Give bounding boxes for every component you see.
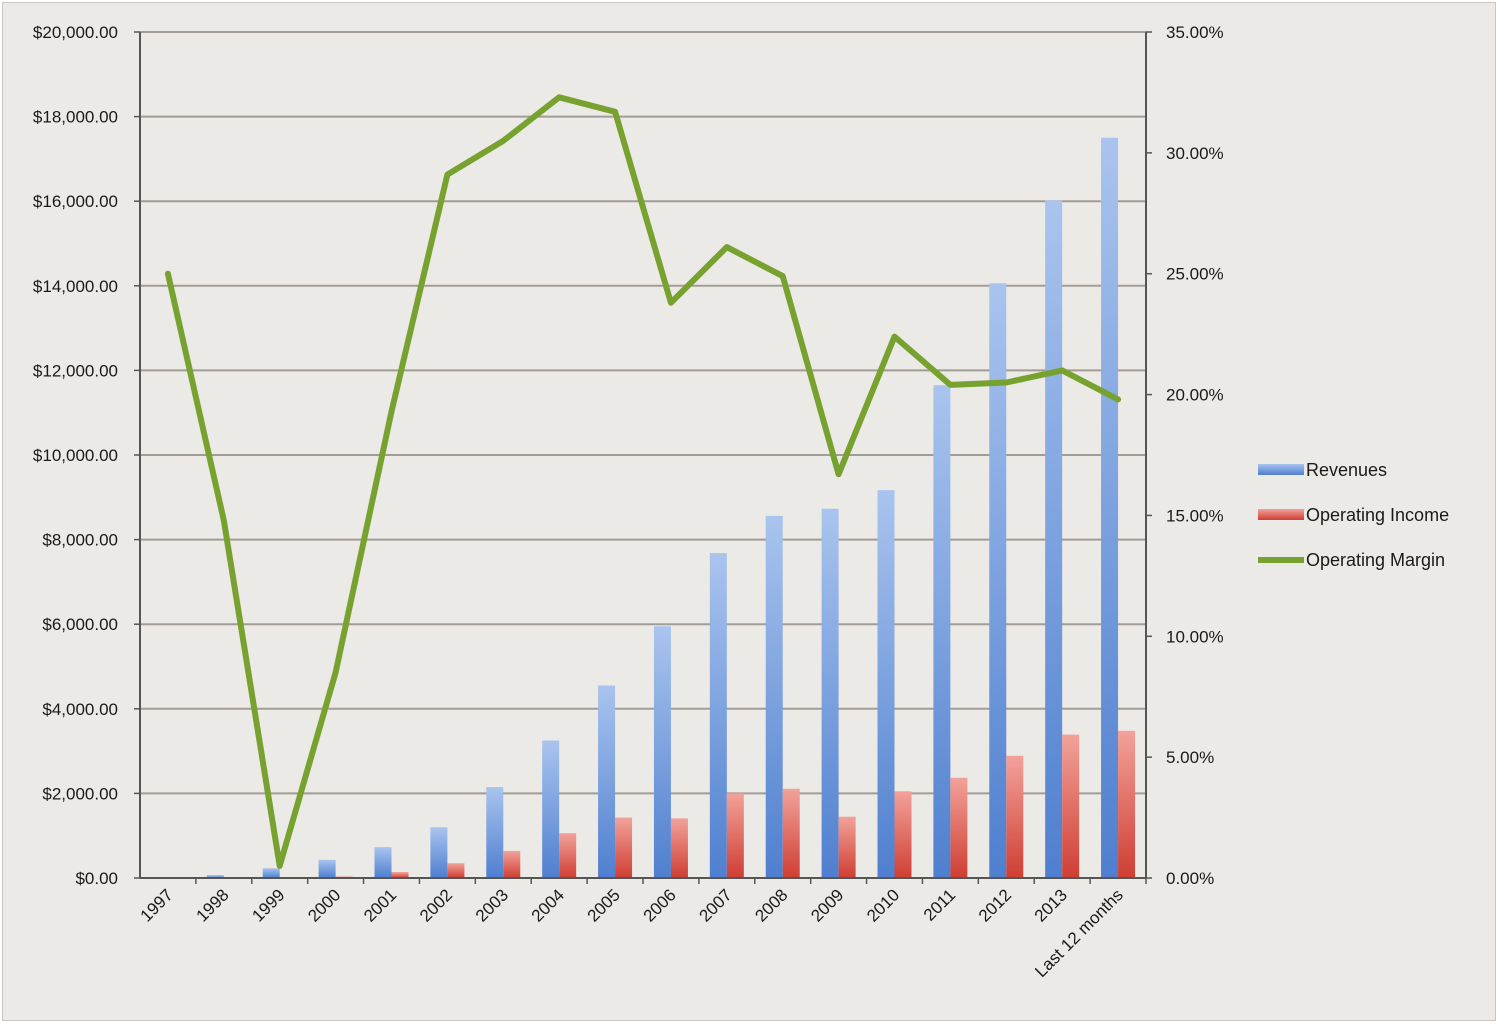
bar-revenues: [1101, 137, 1119, 878]
right-tick-label: 5.00%: [1166, 748, 1214, 767]
operating-margin-line: [164, 94, 1122, 869]
bar-revenues: [206, 875, 224, 878]
bar-operating-income: [1006, 755, 1024, 878]
bar-operating-income: [670, 818, 688, 878]
x-tick-label: 2002: [416, 885, 456, 925]
bar-operating-income: [559, 833, 577, 878]
left-axis-ticks: $0.00 $2,000.00 $4,000.00 $6,000.00 $8,000.0…: [33, 23, 140, 888]
bar-revenues: [765, 515, 783, 878]
bar-revenues: [374, 847, 392, 878]
x-tick-label: 2012: [975, 885, 1015, 925]
x-tick-label: 1999: [248, 885, 288, 925]
bar-operating-income: [782, 788, 800, 878]
bar-revenues: [542, 740, 560, 878]
bar-operating-income: [615, 817, 633, 878]
x-tick-label: 2006: [640, 885, 680, 925]
left-tick-label: $20,000.00: [33, 23, 118, 42]
x-tick-label: 2008: [751, 885, 791, 925]
bar-operating-income: [503, 850, 521, 878]
x-axis-ticks: 1997 1998 1999 2000 2001 2002 2003 2004 2005 2006…: [137, 878, 1147, 981]
bar-revenues: [821, 508, 839, 878]
legend: Revenues Operating Income Operating Margin: [1258, 460, 1449, 570]
x-tick-label: 2001: [360, 885, 400, 925]
x-tick-label: 2010: [863, 885, 903, 925]
right-tick-label: 25.00%: [1166, 265, 1224, 284]
x-tick-label: 1997: [137, 885, 177, 925]
bar-operating-income: [950, 777, 968, 878]
bar-operating-income: [391, 872, 409, 878]
right-tick-label: 30.00%: [1166, 144, 1224, 163]
left-tick-label: $2,000.00: [42, 784, 118, 803]
x-tick-label: 2009: [807, 885, 847, 925]
bar-operating-income: [1062, 734, 1080, 878]
bar-revenues: [933, 385, 951, 878]
right-tick-label: 0.00%: [1166, 869, 1214, 888]
bar-revenues: [598, 685, 616, 878]
right-tick-label: 10.00%: [1166, 627, 1224, 646]
bar-revenues: [318, 859, 336, 878]
right-axis-ticks: 0.00% 5.00% 10.00% 15.00% 20.00% 25.00% 30.00%…: [1146, 23, 1224, 888]
bar-operating-income: [894, 791, 912, 878]
bar-revenues: [877, 490, 895, 878]
gridlines: [140, 31, 1146, 795]
bar-operating-income: [447, 863, 465, 878]
right-tick-label: 20.00%: [1166, 386, 1224, 405]
x-tick-label: 1998: [192, 885, 232, 925]
legend-swatch: [1258, 509, 1304, 520]
bars-revenues: [150, 137, 1119, 879]
right-tick-label: 15.00%: [1166, 506, 1224, 525]
x-tick-label: 2000: [304, 885, 344, 925]
x-tick-label: 2005: [584, 885, 624, 925]
bar-revenues: [709, 553, 727, 878]
legend-label: Operating Income: [1306, 505, 1449, 525]
bar-operating-income: [726, 793, 744, 878]
x-tick-label: 2013: [1031, 885, 1071, 925]
bar-revenues: [430, 827, 448, 878]
bar-revenues: [989, 283, 1007, 879]
bar-revenues: [1045, 200, 1063, 878]
left-tick-label: $8,000.00: [42, 531, 118, 550]
left-tick-label: $6,000.00: [42, 615, 118, 634]
left-tick-label: $18,000.00: [33, 108, 118, 127]
bar-revenues: [653, 626, 671, 878]
left-tick-label: $16,000.00: [33, 192, 118, 211]
legend-swatch: [1258, 464, 1304, 475]
x-tick-label: 2007: [695, 885, 735, 925]
legend-label: Operating Margin: [1306, 550, 1445, 570]
x-tick-label: 2004: [528, 885, 568, 925]
left-tick-label: $4,000.00: [42, 700, 118, 719]
bar-revenues: [262, 868, 280, 878]
bar-operating-income: [838, 816, 856, 878]
left-tick-label: $0.00: [75, 869, 118, 888]
bars-operating-income: [167, 730, 1136, 879]
left-tick-label: $10,000.00: [33, 446, 118, 465]
bar-operating-income: [1118, 730, 1136, 878]
x-tick-label: 2003: [472, 885, 512, 925]
right-tick-label: 35.00%: [1166, 23, 1224, 42]
x-tick-label: 2011: [920, 885, 959, 924]
legend-label: Revenues: [1306, 460, 1387, 480]
bar-revenues: [486, 787, 504, 878]
left-tick-label: $14,000.00: [33, 277, 118, 296]
operating-margin-series-line: [164, 94, 1122, 869]
left-tick-label: $12,000.00: [33, 361, 118, 380]
